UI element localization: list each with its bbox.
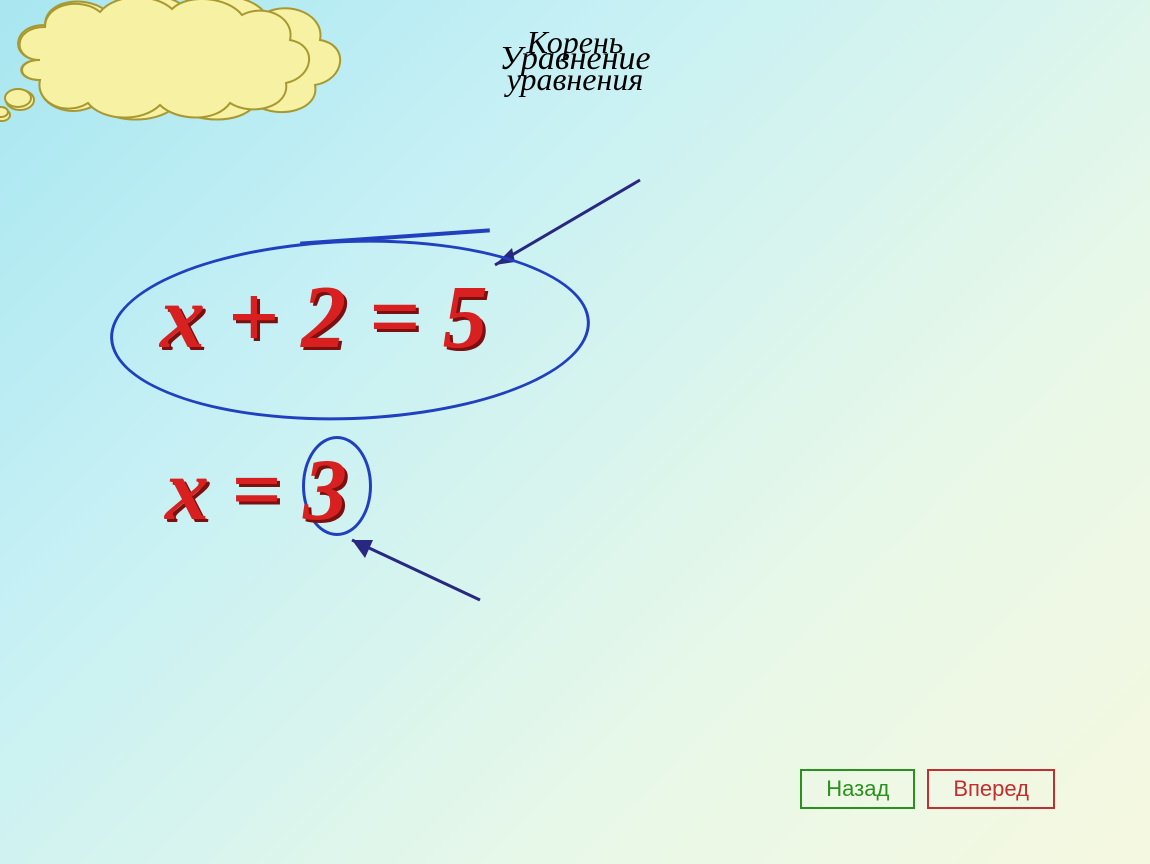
cloud-root-label: Корень уравнения — [0, 120, 320, 240]
arrow-head-root — [352, 540, 373, 558]
equation-line2: x = 3 — [165, 440, 347, 541]
nav-buttons: Назад Вперед — [800, 769, 1055, 809]
forward-button[interactable]: Вперед — [927, 769, 1055, 809]
equation-line1: x + 2 = 5 — [160, 266, 488, 369]
arrow-to-root — [352, 540, 480, 600]
arrow-to-equation — [495, 180, 640, 265]
cloud-root-text: Корень уравнения — [0, 24, 1150, 98]
back-button[interactable]: Назад — [800, 769, 915, 809]
